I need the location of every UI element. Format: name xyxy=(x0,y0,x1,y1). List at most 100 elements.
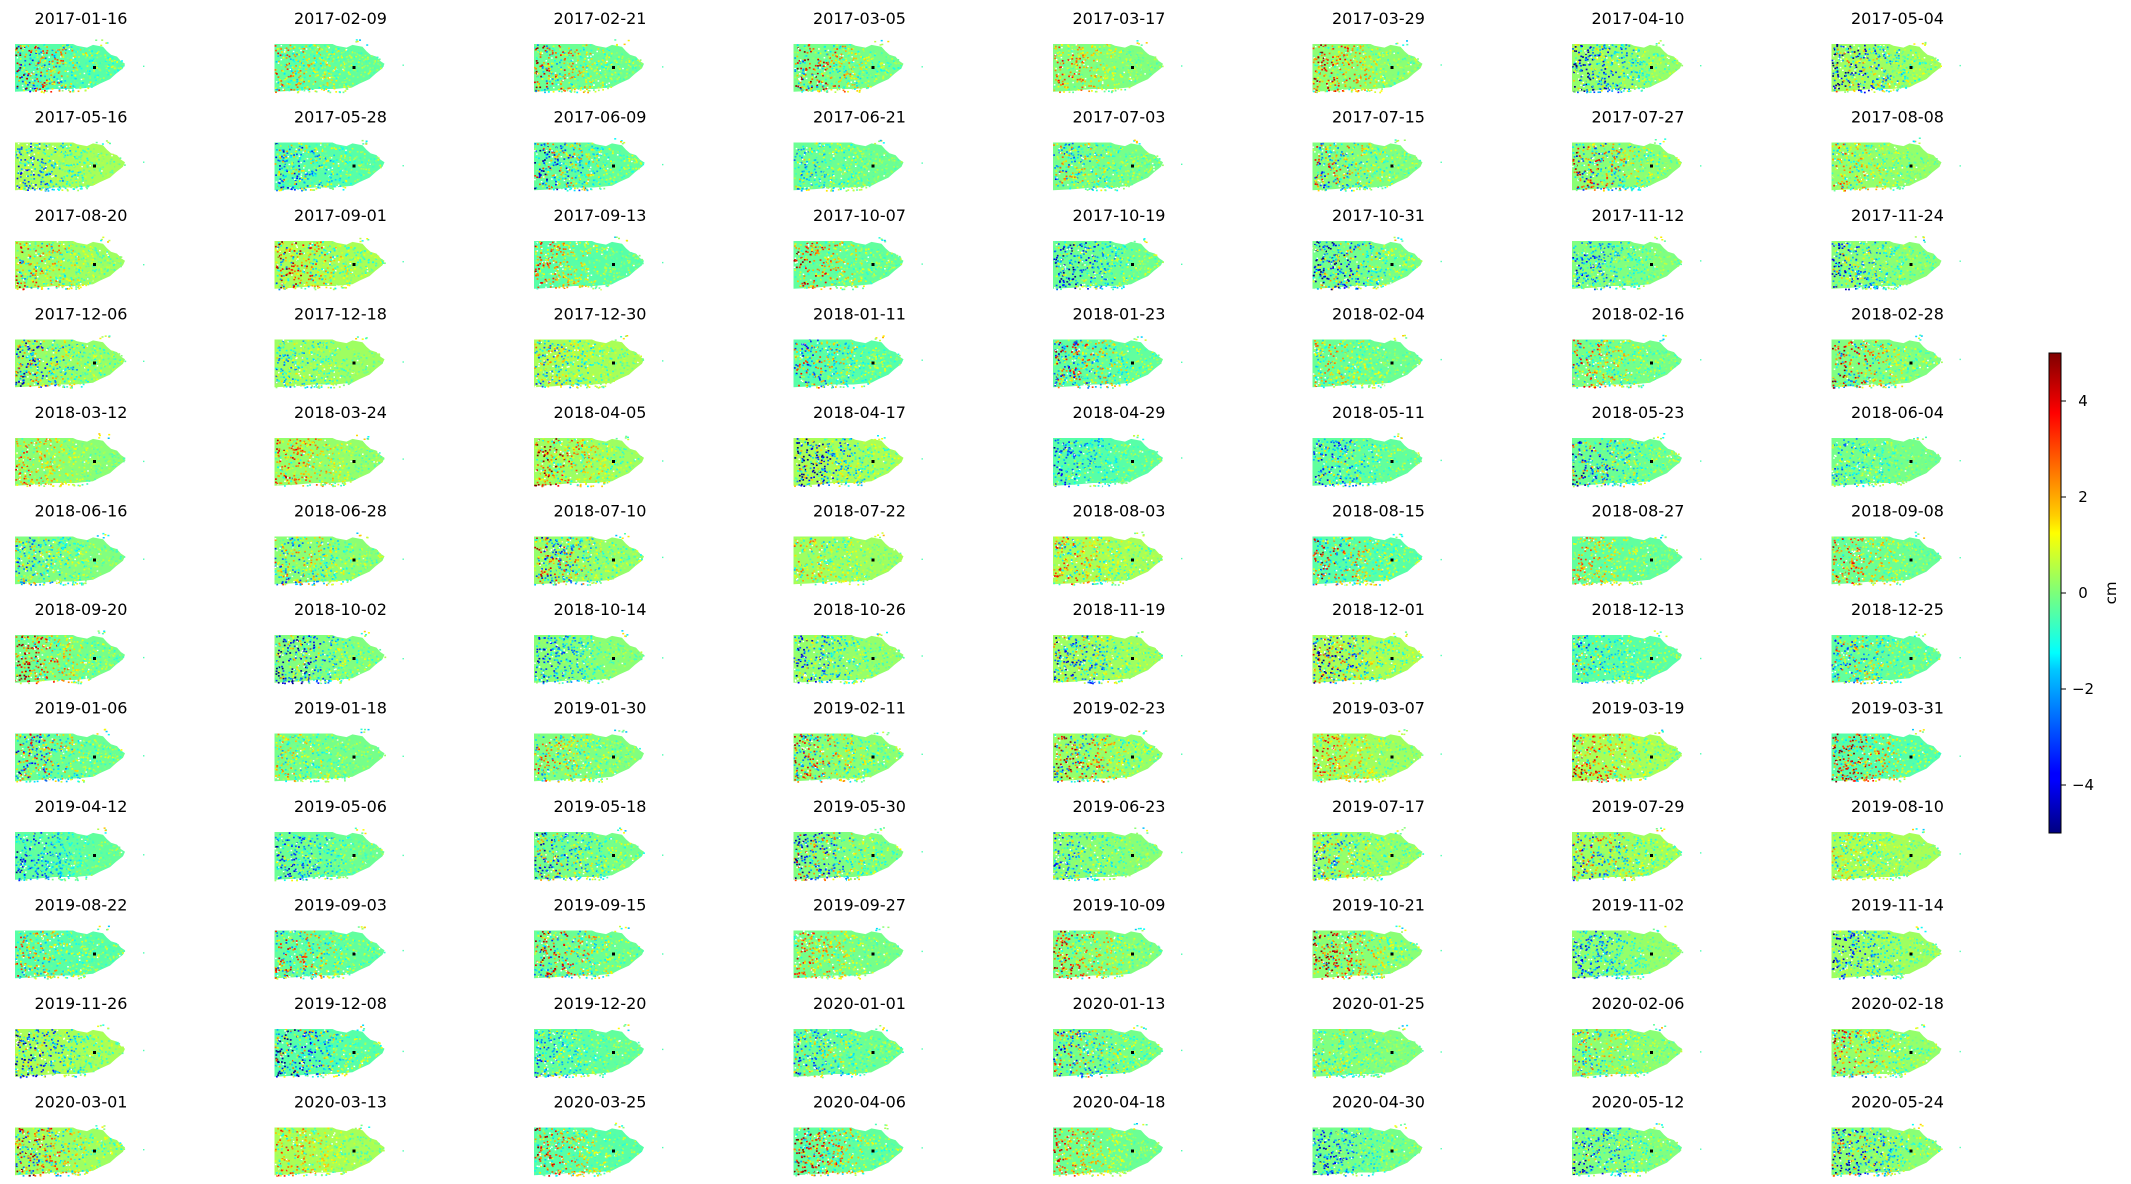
map-pixels xyxy=(1831,1029,1939,1079)
reference-point-marker xyxy=(352,854,356,857)
map-panel: 2019-02-11 xyxy=(793,699,923,783)
reference-point-marker xyxy=(1390,657,1394,660)
panel-date-label: 2020-01-01 xyxy=(813,994,906,1013)
reference-point-marker xyxy=(1650,361,1653,365)
map-pixels xyxy=(15,536,126,586)
reference-point-marker xyxy=(352,1149,356,1153)
panel-date-label: 2017-01-16 xyxy=(35,9,128,28)
reference-point-marker xyxy=(93,755,96,759)
colorbar-tick-label: −4 xyxy=(2072,776,2094,794)
map-panel: 2020-04-06 xyxy=(793,1093,923,1177)
reference-point-marker xyxy=(1909,1149,1913,1153)
panel-date-label: 2018-10-26 xyxy=(813,600,906,619)
map-panel: 2019-08-22 xyxy=(15,896,145,980)
panel-date-label: 2017-12-18 xyxy=(294,305,387,324)
reference-point-marker xyxy=(1390,361,1394,365)
map-panel: 2017-02-09 xyxy=(274,9,404,94)
map-pixels xyxy=(1831,339,1943,389)
panel-date-label: 2017-03-05 xyxy=(813,9,906,28)
map-panel: 2018-08-27 xyxy=(1572,502,1702,586)
map-pixels xyxy=(1053,832,1162,882)
map-pixels xyxy=(1312,44,1422,94)
reference-point-marker xyxy=(612,952,615,956)
map-pixels xyxy=(793,536,903,586)
map-pixels xyxy=(793,142,903,192)
reference-point-marker xyxy=(1650,1149,1653,1153)
panel-date-label: 2017-12-30 xyxy=(554,305,647,324)
reference-point-marker xyxy=(1131,558,1134,562)
reference-point-marker xyxy=(1131,361,1134,365)
map-pixels xyxy=(534,142,645,192)
map-panel: 2018-07-22 xyxy=(793,502,923,586)
reference-point-marker xyxy=(612,657,615,660)
map-pixels xyxy=(1312,536,1423,586)
panel-date-label: 2020-04-06 xyxy=(813,1093,906,1112)
panel-date-label: 2019-03-31 xyxy=(1851,699,1944,718)
reference-point-marker xyxy=(871,263,875,266)
map-panel: 2018-06-04 xyxy=(1831,403,1961,488)
map-pixels xyxy=(15,635,125,685)
panel-date-label: 2017-10-31 xyxy=(1332,206,1425,225)
reference-point-marker xyxy=(1131,1051,1134,1054)
panel-date-label: 2017-10-19 xyxy=(1073,206,1166,225)
reference-point-marker xyxy=(1131,755,1134,759)
reference-point-marker xyxy=(1390,1051,1394,1054)
panel-date-label: 2020-05-24 xyxy=(1851,1093,1944,1112)
map-pixels xyxy=(274,733,386,783)
reference-point-marker xyxy=(1131,460,1134,463)
map-pixels xyxy=(1053,733,1160,783)
panel-date-label: 2018-10-14 xyxy=(554,600,647,619)
map-pixels xyxy=(274,44,384,94)
panel-date-label: 2018-03-12 xyxy=(35,403,128,422)
map-pixels xyxy=(1831,241,1937,291)
reference-point-marker xyxy=(1390,460,1394,463)
map-pixels xyxy=(1831,930,1942,980)
map-panel: 2018-01-23 xyxy=(1053,305,1183,389)
map-pixels xyxy=(534,1029,643,1079)
map-pixels xyxy=(1572,536,1683,586)
panel-date-label: 2019-05-18 xyxy=(554,797,647,816)
reference-point-marker xyxy=(1390,1149,1394,1153)
reference-point-marker xyxy=(871,657,875,660)
map-pixels xyxy=(274,930,386,980)
reference-point-marker xyxy=(871,1051,875,1054)
map-panel: 2017-04-10 xyxy=(1572,9,1702,94)
reference-point-marker xyxy=(1650,952,1653,956)
map-pixels xyxy=(1312,339,1423,389)
map-panel: 2018-09-20 xyxy=(15,600,145,685)
map-pixels xyxy=(793,438,900,488)
map-pixels xyxy=(1831,733,1941,783)
panel-date-label: 2018-12-25 xyxy=(1851,600,1944,619)
map-panel: 2018-10-02 xyxy=(274,600,404,685)
map-panel: 2020-01-01 xyxy=(793,994,923,1079)
map-panel: 2019-07-29 xyxy=(1572,797,1702,882)
reference-point-marker xyxy=(1650,854,1653,857)
panel-date-label: 2017-08-08 xyxy=(1851,108,1944,127)
reference-point-marker xyxy=(93,1051,96,1054)
map-pixels xyxy=(1831,536,1942,586)
panel-date-label: 2018-04-17 xyxy=(813,403,906,422)
map-region xyxy=(274,832,385,880)
panel-date-label: 2018-06-16 xyxy=(35,502,128,521)
map-pixels xyxy=(1053,635,1163,685)
map-pixels xyxy=(534,438,642,488)
map-pixels xyxy=(1312,832,1425,882)
reference-point-marker xyxy=(352,164,356,168)
panel-date-label: 2019-09-27 xyxy=(813,896,906,915)
map-panel: 2019-01-30 xyxy=(534,699,664,783)
map-panel: 2020-01-25 xyxy=(1312,994,1442,1079)
panel-date-label: 2018-09-08 xyxy=(1851,502,1944,521)
map-panel: 2019-09-27 xyxy=(793,896,923,980)
reference-point-marker xyxy=(1131,164,1134,168)
reference-point-marker xyxy=(352,1051,356,1054)
panel-date-label: 2019-05-06 xyxy=(294,797,387,816)
panel-date-label: 2017-07-27 xyxy=(1592,108,1685,127)
panel-date-label: 2019-04-12 xyxy=(35,797,128,816)
map-panel: 2019-03-07 xyxy=(1312,699,1442,783)
map-panel: 2020-05-12 xyxy=(1572,1093,1702,1177)
map-pixels xyxy=(15,44,125,94)
map-region xyxy=(793,1127,904,1176)
map-panel: 2019-12-20 xyxy=(534,994,664,1079)
panel-date-label: 2018-08-27 xyxy=(1592,502,1685,521)
reference-point-marker xyxy=(93,1149,96,1153)
